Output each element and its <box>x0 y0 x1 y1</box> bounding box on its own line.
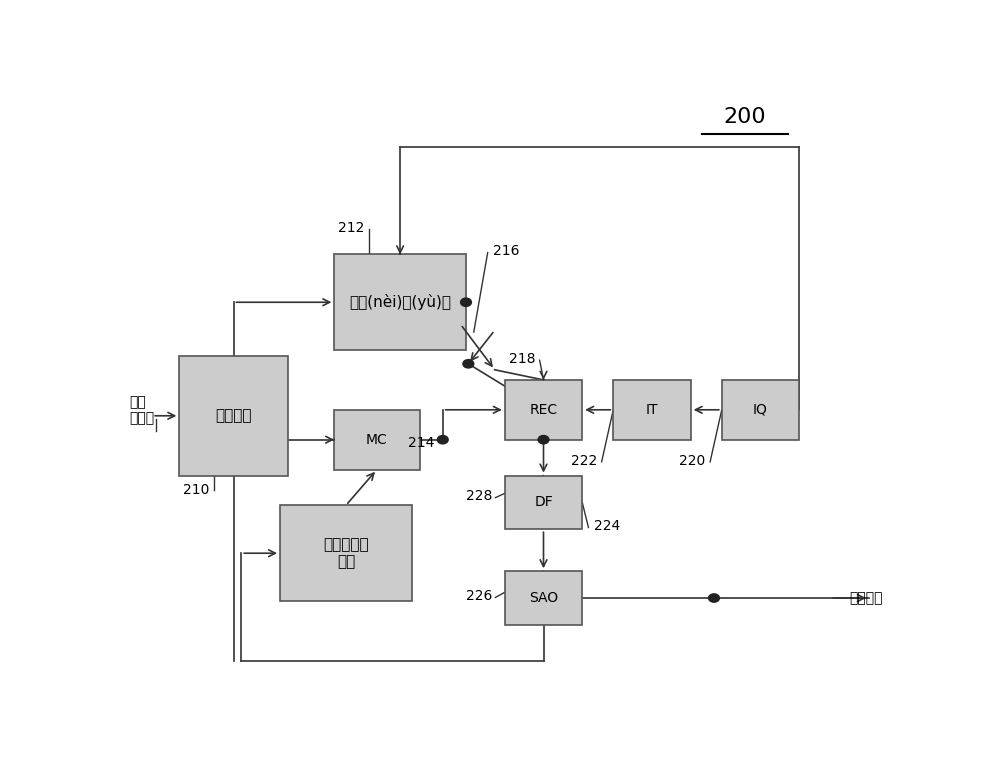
Text: 熵解碼器: 熵解碼器 <box>215 408 252 423</box>
Text: 參考圖像緩
沖器: 參考圖像緩 沖器 <box>323 537 369 570</box>
Text: 218: 218 <box>509 352 535 366</box>
Text: 220: 220 <box>679 454 705 468</box>
Text: IT: IT <box>646 403 658 417</box>
Bar <box>505 476 582 529</box>
Text: 212: 212 <box>338 220 364 234</box>
Text: 214: 214 <box>408 435 434 449</box>
Text: 224: 224 <box>594 519 620 533</box>
Text: 幀內(nèi)預(yù)測: 幀內(nèi)預(yù)測 <box>349 294 451 310</box>
Text: SAO: SAO <box>529 591 558 605</box>
Text: 編碼
比特流: 編碼 比特流 <box>129 395 154 425</box>
Bar <box>280 505 412 601</box>
Circle shape <box>461 298 471 307</box>
Bar <box>722 380 799 440</box>
Text: IQ: IQ <box>753 403 768 417</box>
Circle shape <box>709 594 719 602</box>
Bar <box>505 571 582 625</box>
Bar <box>505 380 582 440</box>
Bar <box>334 255 466 350</box>
Text: MC: MC <box>366 433 388 447</box>
Text: 200: 200 <box>724 107 766 127</box>
Text: REC: REC <box>529 403 558 417</box>
Text: 222: 222 <box>571 454 597 468</box>
Bar <box>334 410 420 469</box>
Circle shape <box>538 435 549 444</box>
Text: 216: 216 <box>493 244 520 258</box>
Bar <box>613 380 691 440</box>
Circle shape <box>463 359 474 368</box>
Text: DF: DF <box>534 495 553 509</box>
Text: 解碼視頻: 解碼視頻 <box>850 591 883 605</box>
Text: 228: 228 <box>466 490 492 504</box>
Bar <box>179 356 288 476</box>
Text: 210: 210 <box>183 483 210 497</box>
Circle shape <box>437 435 448 444</box>
Text: 226: 226 <box>466 589 492 603</box>
